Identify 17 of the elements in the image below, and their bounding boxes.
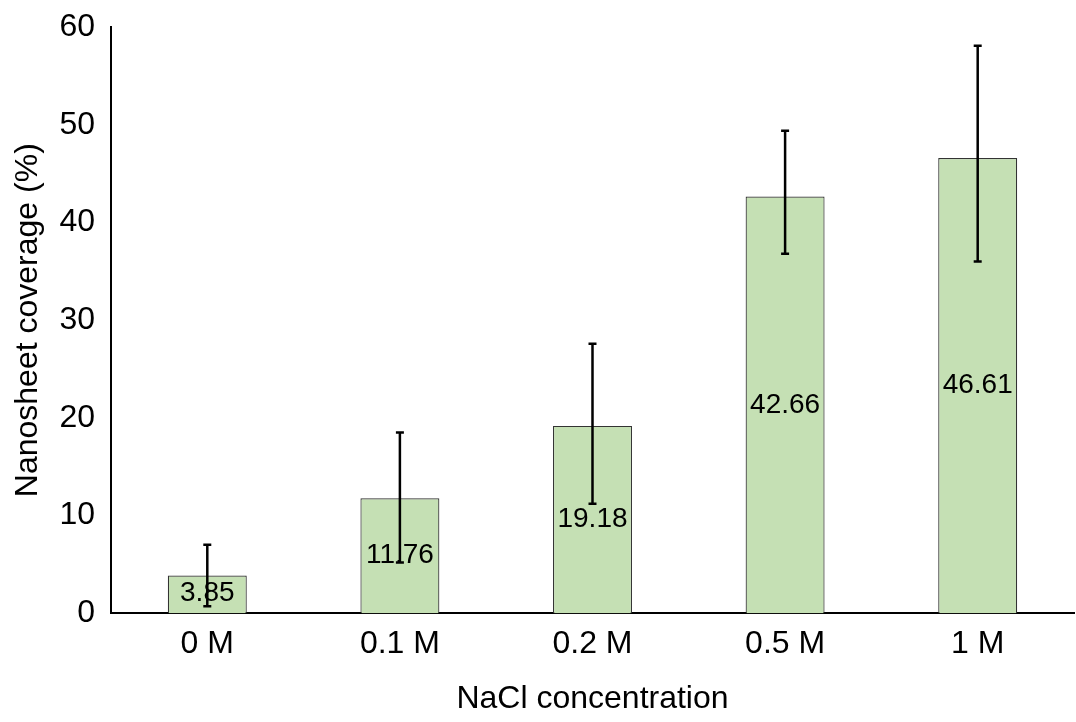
x-tick-label: 0.1 M — [359, 624, 440, 661]
y-tick-label: 10 — [59, 495, 95, 532]
y-tick-label: 50 — [59, 104, 95, 141]
x-tick-label: 0.5 M — [745, 624, 826, 661]
x-tick-label: 1 M — [951, 624, 1005, 661]
y-axis-title: Nanosheet coverage (%) — [8, 143, 45, 498]
x-tick-label: 0 M — [180, 624, 234, 661]
y-tick-label: 40 — [59, 202, 95, 239]
data-label: 46.61 — [942, 368, 1013, 400]
x-tick-label: 0.2 M — [552, 624, 633, 661]
data-label: 19.18 — [557, 502, 628, 534]
y-tick-label: 20 — [59, 397, 95, 434]
y-tick-label: 30 — [59, 300, 95, 337]
x-axis-title: NaCl concentration — [456, 678, 729, 715]
y-tick-label: 60 — [59, 7, 95, 44]
y-tick-label: 0 — [77, 593, 95, 630]
data-label: 42.66 — [750, 387, 821, 419]
